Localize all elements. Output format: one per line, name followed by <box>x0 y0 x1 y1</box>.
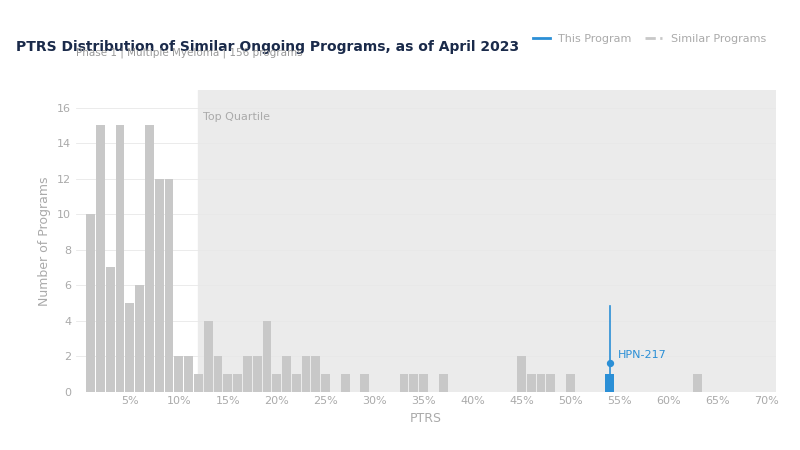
Y-axis label: Number of Programs: Number of Programs <box>38 176 51 306</box>
Bar <box>546 374 555 392</box>
Bar <box>694 374 702 392</box>
Text: Phase 1 | Multiple Myeloma | 156 programs: Phase 1 | Multiple Myeloma | 156 program… <box>76 47 302 58</box>
Bar <box>566 374 575 392</box>
Bar <box>233 374 242 392</box>
Bar <box>410 374 418 392</box>
Bar <box>262 320 271 392</box>
Bar <box>116 126 125 392</box>
Bar <box>194 374 202 392</box>
Bar <box>302 356 310 392</box>
Bar <box>311 356 320 392</box>
Bar <box>517 356 526 392</box>
Bar <box>292 374 301 392</box>
Bar <box>253 356 262 392</box>
X-axis label: PTRS: PTRS <box>410 412 442 425</box>
Bar <box>282 356 291 392</box>
Point <box>603 360 616 367</box>
Text: Top Quartile: Top Quartile <box>203 112 270 122</box>
Bar <box>214 356 222 392</box>
Bar <box>106 267 114 392</box>
Bar <box>155 179 164 392</box>
Bar <box>527 374 536 392</box>
Legend: This Program, Similar Programs: This Program, Similar Programs <box>529 29 770 48</box>
Bar <box>145 126 154 392</box>
Bar <box>438 374 447 392</box>
Bar <box>341 374 350 392</box>
Bar <box>165 179 174 392</box>
Bar <box>605 374 614 392</box>
Bar <box>419 374 428 392</box>
Text: HPN-217: HPN-217 <box>618 350 666 360</box>
Bar <box>126 303 134 392</box>
Bar <box>86 214 95 392</box>
Bar <box>96 126 105 392</box>
Bar <box>399 374 408 392</box>
Bar <box>184 356 193 392</box>
Bar <box>174 356 183 392</box>
Bar <box>204 320 213 392</box>
Bar <box>198 90 776 391</box>
Bar <box>243 356 252 392</box>
Text: PTRS Distribution of Similar Ongoing Programs, as of April 2023: PTRS Distribution of Similar Ongoing Pro… <box>17 40 520 54</box>
Bar <box>322 374 330 392</box>
Bar <box>361 374 370 392</box>
Bar <box>135 285 144 392</box>
Bar <box>223 374 232 392</box>
Bar <box>272 374 281 392</box>
Bar <box>537 374 546 392</box>
